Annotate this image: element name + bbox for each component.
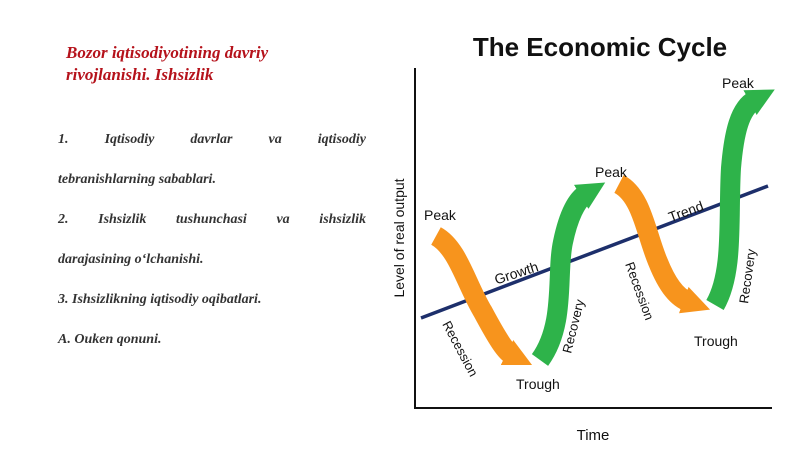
y-axis-label: Level of real output bbox=[391, 178, 407, 297]
recovery-label-2: Recovery bbox=[736, 247, 759, 304]
slide-title: Bozor iqtisodiyotining davriy rivojlanis… bbox=[66, 42, 366, 86]
peak-label-2: Peak bbox=[595, 164, 628, 180]
recovery-arrow-2 bbox=[706, 89, 775, 310]
slide-title-line-1: Bozor iqtisodiyotining davriy bbox=[66, 43, 269, 62]
topic-list: 1. Iqtisodiy davrlar va iqtisodiy tebran… bbox=[58, 120, 366, 360]
x-axis-label: Time bbox=[577, 427, 610, 442]
trough-label-2: Trough bbox=[694, 333, 738, 349]
topic-item-1-line-1: 1. Iqtisodiy davrlar va iqtisodiy bbox=[58, 132, 366, 147]
slide-title-line-2: rivojlanishi. Ishsizlik bbox=[66, 65, 214, 84]
economic-cycle-diagram: The Economic Cycle Time Level of real ou… bbox=[391, 32, 775, 442]
recession-label-1: Recession bbox=[439, 318, 481, 379]
recession-arrow-1 bbox=[430, 227, 533, 366]
trend-label: Trend bbox=[666, 198, 705, 225]
diagram-title: The Economic Cycle bbox=[473, 32, 727, 62]
recovery-arrow-1 bbox=[531, 182, 606, 366]
topic-item-3: 3. Ishsizlikning iqtisodiy oqibatlari. bbox=[58, 292, 262, 307]
peak-label-3: Peak bbox=[722, 75, 755, 91]
recession-arrow-2 bbox=[613, 175, 711, 314]
trough-label-1: Trough bbox=[516, 376, 560, 392]
topic-item-2-line-1: 2. Ishsizlik tushunchasi va ishsizlik bbox=[58, 212, 366, 227]
peak-label-1: Peak bbox=[424, 207, 457, 223]
topic-item-1-line-2: tebranishlarning sabablari. bbox=[58, 172, 216, 187]
topic-item-2-line-2: darajasining o‘lchanishi. bbox=[58, 252, 204, 267]
topic-item-4: A. Ouken qonuni. bbox=[58, 332, 162, 347]
